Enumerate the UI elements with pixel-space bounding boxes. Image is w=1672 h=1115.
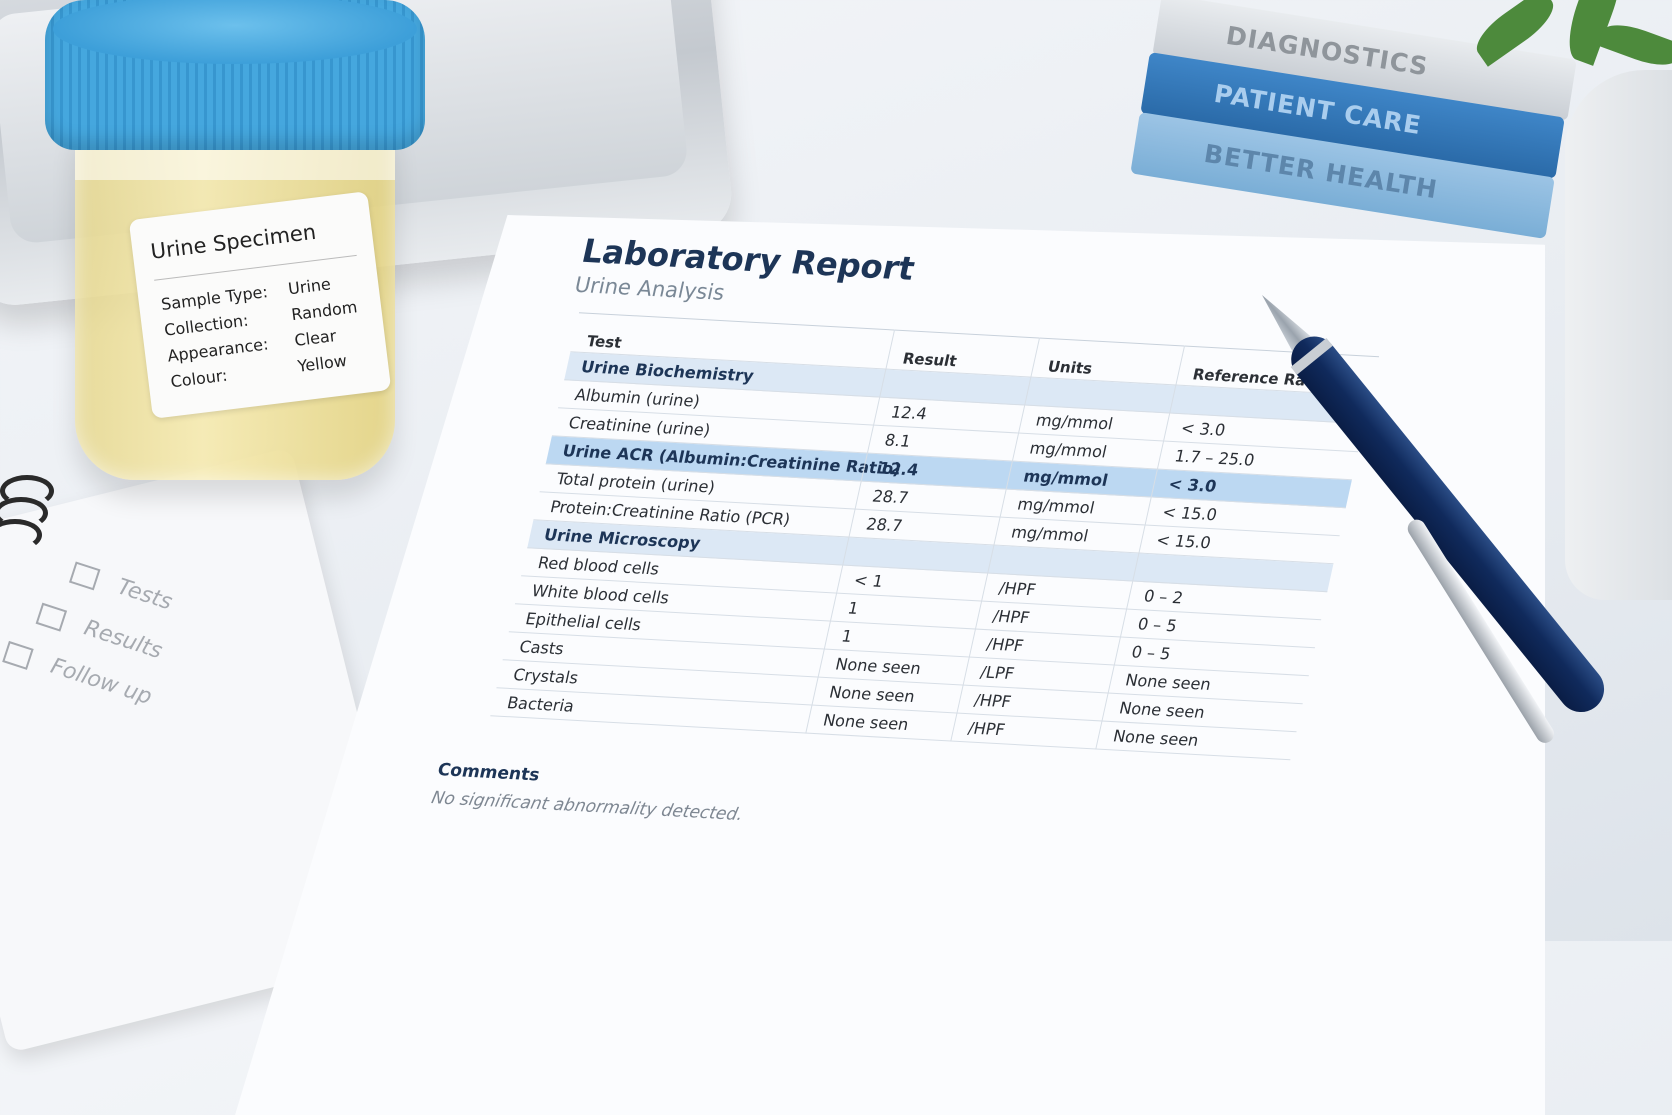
jar-lid — [45, 0, 425, 150]
report-subtitle: Urine Analysis — [572, 272, 727, 305]
leaf-icon — [1597, 17, 1672, 73]
plant-pot — [1565, 70, 1672, 600]
desk-scene: DIAGNOSTICS PATIENT CARE BETTER HEALTH T… — [0, 0, 1672, 826]
header-test: Test — [584, 331, 624, 352]
results-table: Test Result Units Reference Range Urine … — [490, 312, 1380, 761]
spiral-binding-icon — [0, 475, 66, 555]
specimen-label: Urine Specimen Sample Type: Urine Collec… — [128, 191, 392, 419]
urine-specimen-jar: Urine Specimen Sample Type: Urine Collec… — [45, 0, 425, 490]
header-result: Result — [900, 349, 959, 371]
header-units: Units — [1045, 357, 1095, 378]
comments-label: Comments — [435, 760, 542, 786]
comments-text: No significant abnormality detected. — [429, 788, 745, 826]
specimen-label-title: Urine Specimen — [149, 219, 318, 264]
